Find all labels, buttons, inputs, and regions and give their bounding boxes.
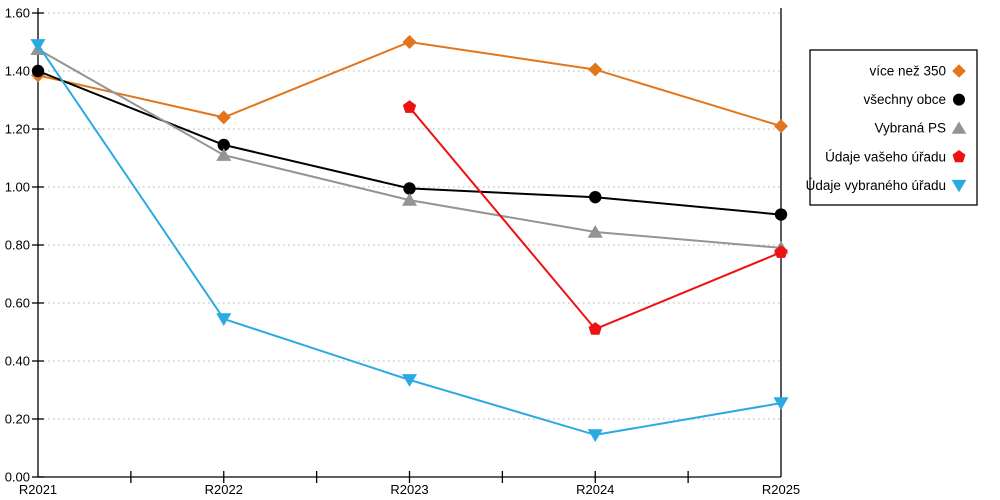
series-3: [30, 42, 789, 254]
data-point-marker: [403, 182, 416, 195]
series-4: [402, 100, 788, 335]
y-tick-label: 1.20: [5, 122, 30, 137]
legend-item: Údaje vašeho úřadu: [825, 149, 966, 164]
data-point-marker: [587, 429, 603, 442]
data-point-marker: [588, 322, 602, 335]
legend-label: Údaje vašeho úřadu: [825, 149, 946, 164]
legend-item: Vybraná PS: [874, 121, 967, 136]
y-tick-label: 1.60: [5, 6, 30, 21]
legend-item: všechny obce: [863, 92, 965, 107]
data-point-marker: [587, 224, 603, 238]
y-tick-label: 1.40: [5, 64, 30, 79]
x-tick-label: R2021: [19, 482, 57, 497]
data-point-marker: [774, 119, 788, 134]
data-point-marker: [402, 35, 417, 49]
data-point-marker: [589, 190, 602, 204]
data-point-marker: [402, 100, 417, 113]
legend-label: více než 350: [869, 64, 946, 79]
data-point-marker: [401, 374, 418, 387]
data-point-marker: [30, 39, 46, 52]
x-tick-label: R2022: [205, 482, 243, 497]
triangle-up-icon: [951, 121, 967, 134]
legend-box: [809, 49, 978, 206]
series-5: [30, 39, 789, 442]
y-tick-label: 0.00: [5, 470, 30, 485]
data-point-marker: [217, 138, 230, 152]
data-point-marker: [216, 148, 232, 161]
legend-item: více než 350: [869, 64, 966, 79]
data-point-marker: [774, 208, 788, 221]
series-1: [31, 35, 788, 134]
legend-item: Údaje vybraného úřadu: [806, 178, 967, 193]
series-line: [408, 106, 782, 331]
x-tick-label: R2023: [390, 482, 428, 497]
data-point-marker: [216, 110, 231, 125]
data-point-marker: [216, 313, 232, 326]
data-point-marker: [588, 62, 603, 77]
y-tick-label: 0.80: [5, 238, 30, 253]
legend-label: Údaje vybraného úřadu: [806, 178, 946, 193]
legend-label: všechny obce: [863, 92, 946, 107]
triangle-down-icon: [951, 179, 967, 193]
y-tick-label: 1.00: [5, 180, 30, 195]
data-point-marker: [401, 193, 418, 206]
y-tick-label: 0.40: [5, 354, 30, 369]
data-point-marker: [774, 245, 788, 258]
pentagon-icon: [952, 150, 966, 163]
diamond-icon: [952, 64, 966, 78]
data-point-marker: [773, 397, 789, 411]
circle-icon: [953, 93, 965, 106]
x-tick-label: R2024: [576, 482, 614, 497]
series-line: [37, 48, 782, 249]
legend: více než 350 všechny obce Vybraná PS Údaje …: [806, 49, 978, 206]
legend-label: Vybraná PS: [874, 121, 946, 136]
x-tick-label: R2025: [762, 482, 800, 497]
y-tick-label: 0.60: [5, 296, 30, 311]
y-tick-label: 0.20: [5, 412, 30, 427]
data-point-marker: [31, 64, 45, 78]
